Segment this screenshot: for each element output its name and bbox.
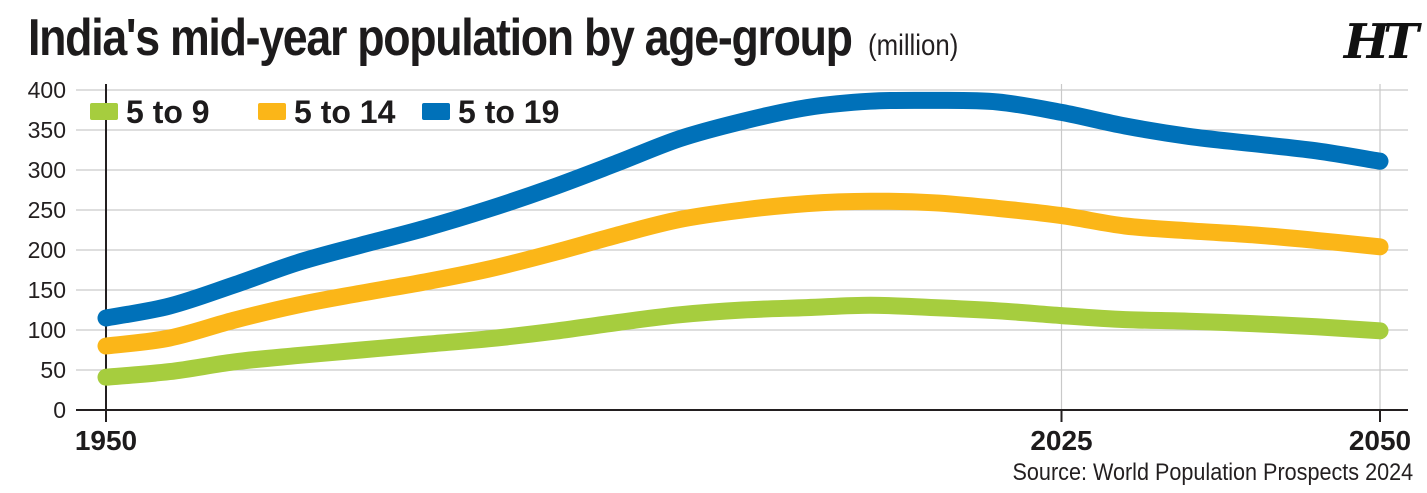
series-line-0 xyxy=(97,296,1389,386)
x-tick-label: 1950 xyxy=(75,425,137,456)
series-group xyxy=(97,91,1389,386)
y-tick-label: 200 xyxy=(28,237,66,263)
x-axis: 1950 2025 2050 xyxy=(75,84,1411,456)
series-line-1 xyxy=(97,192,1389,355)
legend-label-1: 5 to 14 xyxy=(294,94,396,130)
y-tick-label: 150 xyxy=(28,277,66,303)
y-tick-label: 50 xyxy=(40,357,66,383)
y-tick-label: 400 xyxy=(28,77,66,103)
y-tick-label: 250 xyxy=(28,197,66,223)
title-row: India's mid-year population by age-group… xyxy=(28,8,973,80)
ht-logo: HT xyxy=(1343,14,1419,70)
source-note: Source: World Population Prospects 2024 xyxy=(1012,459,1413,486)
x-tick-label: 2050 xyxy=(1349,425,1411,456)
chart-unit: (million) xyxy=(867,29,959,62)
x-tick-label: 2025 xyxy=(1030,425,1092,456)
series-line-2 xyxy=(97,91,1389,327)
y-axis: 0 50 100 150 200 250 300 350 400 xyxy=(28,77,66,423)
y-tick-label: 100 xyxy=(28,317,66,343)
y-tick-label: 0 xyxy=(53,397,66,423)
legend-label-2: 5 to 19 xyxy=(458,94,559,130)
y-tick-label: 300 xyxy=(28,157,66,183)
chart-title: India's mid-year population by age-group xyxy=(28,9,853,67)
y-tick-label: 350 xyxy=(28,117,66,143)
legend: 5 to 9 5 to 14 5 to 19 xyxy=(90,94,559,130)
legend-swatch-0 xyxy=(90,103,118,120)
legend-label-0: 5 to 9 xyxy=(126,94,210,130)
legend-swatch-2 xyxy=(422,103,450,120)
legend-swatch-1 xyxy=(258,103,286,120)
